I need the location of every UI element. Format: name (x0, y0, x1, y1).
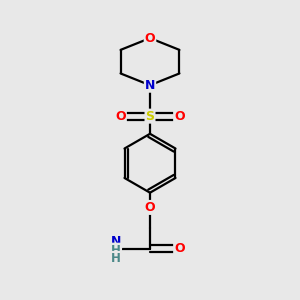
Text: O: O (115, 110, 126, 123)
Text: N: N (145, 79, 155, 92)
Text: O: O (145, 32, 155, 45)
Text: O: O (145, 201, 155, 214)
Text: O: O (174, 110, 185, 123)
Text: O: O (174, 242, 185, 255)
Text: H: H (111, 252, 121, 265)
Text: N: N (111, 235, 121, 248)
Text: S: S (146, 110, 154, 123)
Text: H: H (111, 244, 121, 256)
